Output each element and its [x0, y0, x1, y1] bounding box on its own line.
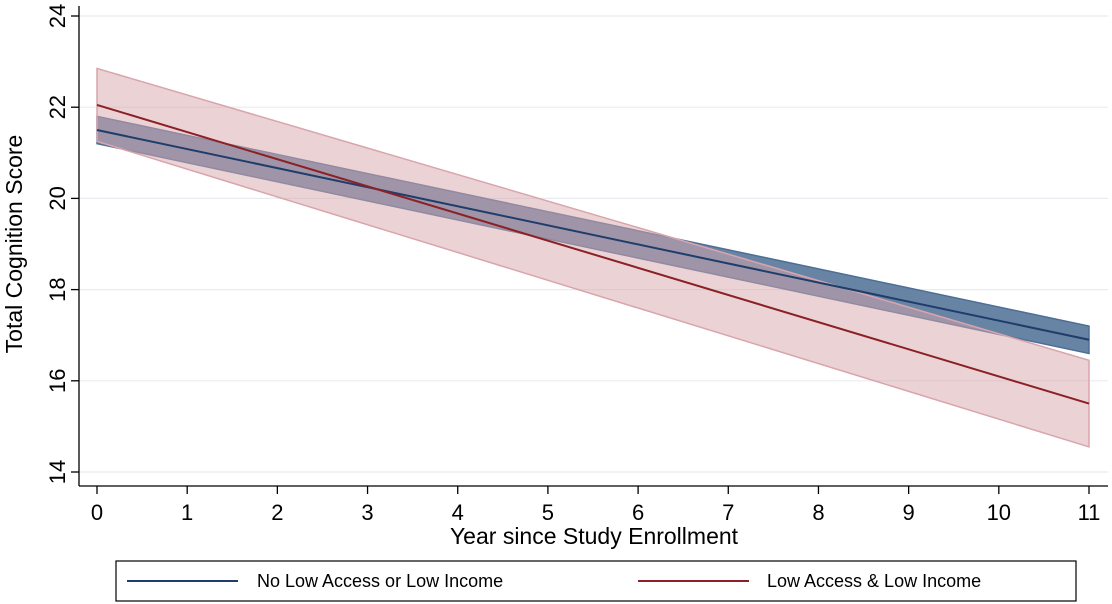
x-tick-label-2: 2 [271, 500, 283, 525]
series-line-0 [96, 129, 1090, 341]
x-tick-label-0: 0 [91, 500, 103, 525]
legend-label-low-access-low-income: Low Access & Low Income [767, 571, 981, 591]
axis-layer: 0 1 2 3 4 5 6 7 8 9 10 11 14 16 18 20 22 24 [45, 4, 1108, 525]
legend-label-no-low-access: No Low Access or Low Income [257, 571, 503, 591]
x-tick-label-11: 11 [1078, 500, 1101, 525]
x-tick-label-1: 1 [181, 500, 193, 525]
x-tick-label-6: 6 [632, 500, 644, 525]
x-tick-label-4: 4 [452, 500, 464, 525]
y-tick-label-22: 22 [45, 95, 70, 119]
legend-box [115, 560, 1077, 602]
y-tick-label-18: 18 [45, 277, 70, 301]
y-tick-label-16: 16 [45, 369, 70, 393]
x-tick-label-10: 10 [987, 500, 1011, 525]
x-tick-label-9: 9 [903, 500, 915, 525]
x-axis-title: Year since Study Enrollment [450, 523, 739, 549]
legend: No Low Access or Low Income Low Access &… [115, 560, 1077, 602]
x-tick-label-5: 5 [542, 500, 554, 525]
y-tick-label-24: 24 [45, 4, 70, 28]
x-tick-label-3: 3 [361, 500, 373, 525]
y-axis-title: Total Cognition Score [1, 135, 27, 354]
series-line-1 [96, 103, 1090, 405]
x-tick-label-8: 8 [812, 500, 824, 525]
y-tick-label-14: 14 [45, 460, 70, 484]
x-tick-label-7: 7 [722, 500, 734, 525]
line-layer [96, 103, 1090, 405]
ci-band-series-1 [96, 67, 1090, 448]
y-tick-label-20: 20 [45, 186, 70, 210]
